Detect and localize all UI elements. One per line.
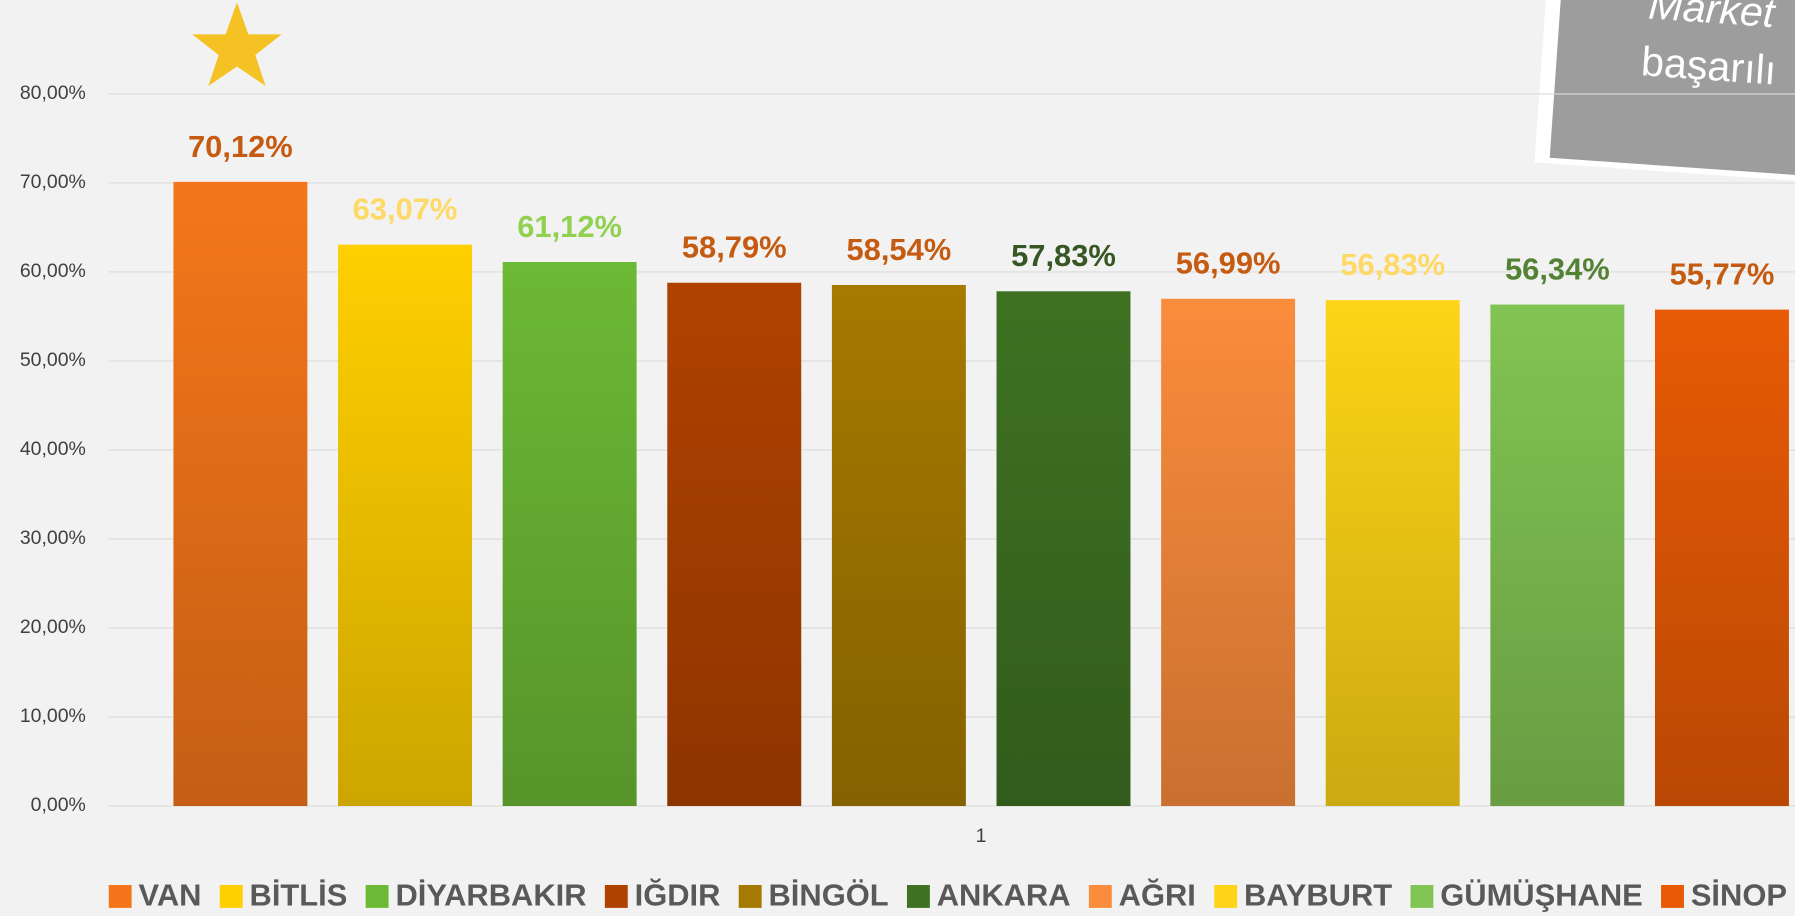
legend-label: ANKARA [937,878,1071,913]
legend-label: DİYARBAKIR [395,878,586,913]
y-tick-label: 30,00% [20,527,86,549]
data-label: 57,83% [1011,238,1116,273]
legend-label: VAN [139,878,202,913]
bar-shade [667,282,802,807]
x-tick-label: 1 [976,825,987,847]
legend-label: SİNOP [1691,878,1787,913]
legend-swatch [1088,884,1112,908]
y-tick-label: 0,00% [31,794,86,816]
legend-label: AĞRI [1119,878,1196,913]
y-tick-label: 40,00% [20,438,86,460]
legend-label: IĞDIR [635,878,721,913]
data-label: 63,07% [353,192,458,227]
legend-swatch [1661,884,1684,908]
legend-swatch [108,884,132,908]
bar-shade [1325,300,1460,807]
legend-swatch [365,884,389,908]
legend-label: BAYBURT [1244,878,1392,913]
y-tick-label: 70,00% [20,171,86,193]
data-label: 61,12% [517,209,622,244]
y-tick-label: 60,00% [20,260,86,282]
bar-shade [996,291,1131,807]
legend-label: BİNGÖL [769,878,889,913]
bar-shade [1490,304,1625,807]
legend-label: GÜMÜŞHANE [1440,878,1643,913]
y-tick-label: 20,00% [20,616,86,638]
star [192,2,282,86]
legend-swatch [1214,884,1238,908]
legend-swatch [738,884,762,908]
y-tick-label: 10,00% [20,705,86,727]
data-label: 58,54% [846,232,951,267]
bar-shade [831,284,966,807]
legend-swatch [219,884,243,908]
y-tick-label: 80,00% [20,82,86,104]
data-label: 56,83% [1340,247,1445,282]
legend-swatch [604,884,628,908]
note-text: başarılı [1640,38,1778,93]
legend-swatch [1410,884,1434,908]
bar-shade [1654,309,1789,807]
y-tick-label: 50,00% [20,349,86,371]
data-label: 70,12% [188,129,293,164]
data-label: 56,34% [1505,252,1610,287]
legend-label: BİTLİS [250,878,348,913]
bar-shade [338,244,472,807]
bar-shade [502,262,637,807]
note-panel [1549,0,1795,177]
legend-swatch [906,884,930,908]
data-label: 56,99% [1176,246,1281,281]
note-box: Market başarılı [1534,0,1795,184]
data-label: 55,77% [1670,257,1775,292]
data-label: 58,79% [682,230,787,265]
bar-shade [1161,298,1296,807]
bar-shade [173,181,308,807]
